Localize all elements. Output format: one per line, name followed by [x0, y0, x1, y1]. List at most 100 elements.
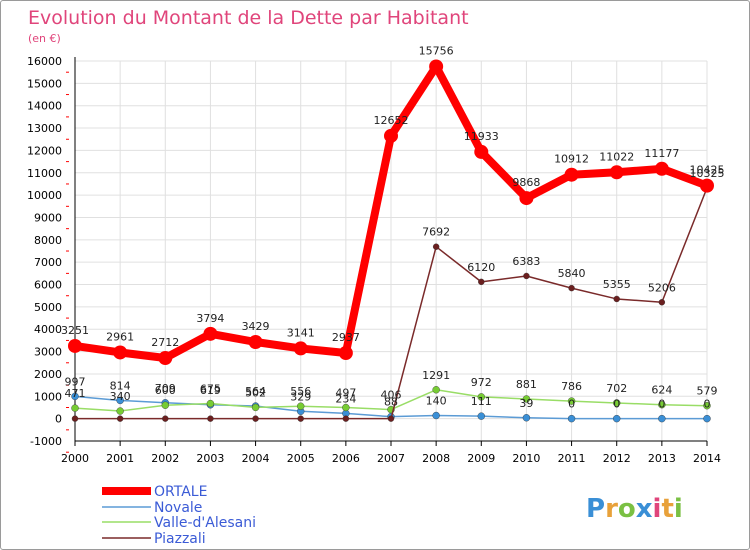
- data-label: 111: [471, 395, 492, 408]
- data-label: 2937: [332, 331, 360, 344]
- data-point: [432, 411, 440, 420]
- legend-label: Novale: [154, 500, 202, 516]
- y-tick-label: 10000: [27, 189, 62, 202]
- data-label: 3794: [196, 312, 224, 325]
- data-label: 5355: [603, 278, 631, 291]
- series-piazzali: [71, 184, 711, 422]
- x-tick-label: 2010: [512, 452, 540, 465]
- unit-label: (en €): [28, 32, 61, 45]
- data-label: 471: [65, 387, 86, 400]
- y-tick-label: 1000: [34, 390, 62, 403]
- y-tick-label: 16000: [27, 55, 62, 68]
- data-label: 709: [155, 382, 176, 395]
- data-point: [568, 284, 575, 292]
- data-label: 502: [245, 386, 266, 399]
- data-point: [564, 167, 579, 182]
- y-tick-label: 5000: [34, 301, 62, 314]
- proxiti-logo: Proxiti: [586, 494, 683, 524]
- data-point: [206, 399, 215, 408]
- data-point: [700, 178, 714, 193]
- data-point: [207, 415, 214, 422]
- data-point: [477, 393, 485, 401]
- x-tick-label: 2006: [332, 452, 360, 465]
- legend-label: Valle-d'Alesani: [154, 515, 256, 531]
- legend-label: Piazzali: [154, 531, 206, 547]
- data-point: [658, 400, 666, 409]
- data-point: [703, 402, 711, 410]
- data-point: [658, 414, 666, 423]
- data-label: 10325: [690, 167, 725, 180]
- x-tick-label: 2011: [558, 452, 586, 465]
- data-label: 2712: [151, 336, 179, 349]
- data-point: [116, 396, 124, 405]
- x-tick-label: 2002: [151, 452, 179, 465]
- data-label: 814: [110, 379, 131, 392]
- data-label: 702: [606, 382, 627, 395]
- svg-text:Proxiti: Proxiti: [586, 494, 683, 524]
- x-tick-label: 2012: [603, 452, 631, 465]
- y-tick-label: 7000: [34, 256, 62, 269]
- data-point: [522, 395, 531, 403]
- data-label: 564: [245, 385, 266, 398]
- data-label: 2961: [106, 330, 134, 343]
- y-tick-label: 0: [55, 413, 62, 426]
- data-label: 9868: [512, 176, 540, 189]
- data-point: [658, 299, 666, 306]
- data-label: 6120: [467, 261, 495, 274]
- x-tick-label: 2004: [242, 452, 270, 465]
- data-label: 329: [290, 390, 311, 403]
- data-label: 1291: [422, 369, 450, 382]
- series-layer: [68, 59, 714, 423]
- data-point: [342, 415, 350, 422]
- legend-item: Novale: [102, 500, 202, 516]
- data-point: [703, 414, 711, 423]
- y-tick-label: 6000: [34, 279, 62, 292]
- data-label: 0: [658, 398, 665, 411]
- data-point: [567, 397, 576, 405]
- x-tick-label: 2005: [287, 452, 315, 465]
- data-point: [293, 341, 308, 356]
- data-point: [248, 334, 263, 349]
- y-tick-label: 13000: [27, 122, 62, 135]
- data-point: [71, 404, 79, 412]
- data-label: 5840: [558, 267, 586, 280]
- data-label: 972: [471, 376, 492, 389]
- data-label: 5206: [648, 281, 676, 294]
- data-label: 15756: [419, 44, 454, 57]
- data-point: [113, 345, 128, 360]
- y-tick-label: 2000: [34, 368, 62, 381]
- data-point: [429, 59, 444, 74]
- x-tick-label: 2000: [61, 452, 89, 465]
- data-label: 881: [516, 378, 537, 391]
- data-label: 406: [381, 389, 402, 402]
- data-point: [523, 272, 530, 280]
- data-label: 340: [110, 390, 131, 403]
- x-tick-label: 2003: [196, 452, 224, 465]
- y-tick-label: 14000: [27, 100, 62, 113]
- data-point: [252, 415, 259, 422]
- y-tick-label: -1000: [30, 435, 62, 448]
- label-layer: 3251 2961 2712 3794 3429 3141 2937 12652 15756 11…: [61, 44, 725, 410]
- legend-label: ORTALE: [154, 484, 207, 500]
- data-label: 7692: [422, 226, 450, 239]
- y-tick-label: 8000: [34, 234, 62, 247]
- y-tick-label: 3000: [34, 346, 62, 359]
- data-point: [158, 351, 173, 366]
- data-label: 140: [426, 395, 447, 408]
- data-point: [654, 161, 669, 176]
- data-point: [297, 402, 305, 410]
- data-label: 10425: [690, 164, 725, 177]
- data-label: 3251: [61, 324, 89, 337]
- data-label: 11177: [644, 147, 679, 160]
- data-label: 6383: [512, 255, 540, 268]
- data-point: [161, 401, 169, 409]
- x-tick-label: 2014: [693, 452, 721, 465]
- x-tick-label: 2008: [422, 452, 450, 465]
- data-label: 579: [697, 385, 718, 398]
- y-tick-label: 12000: [27, 144, 62, 157]
- data-label: 786: [561, 380, 582, 393]
- data-label: 0: [613, 398, 620, 411]
- data-point: [567, 414, 576, 423]
